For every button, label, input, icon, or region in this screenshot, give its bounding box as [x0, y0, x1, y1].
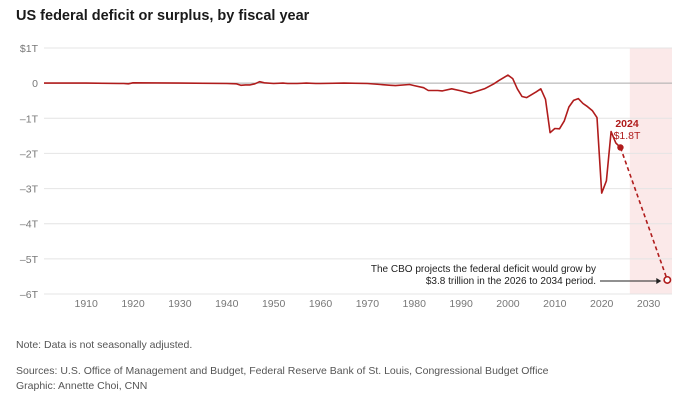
- x-tick-label: 2030: [637, 298, 661, 310]
- x-tick-label: 1930: [168, 298, 192, 310]
- x-tick-label: 1990: [449, 298, 473, 310]
- x-tick-label: 1920: [121, 298, 145, 310]
- y-tick-label: $1T: [20, 43, 39, 55]
- footnote: Note: Data is not seasonally adjusted.: [16, 339, 193, 351]
- x-tick-label: 2000: [496, 298, 520, 310]
- graphic-credit: Graphic: Annette Choi, CNN: [16, 380, 148, 392]
- sources-credit: Sources: U.S. Office of Management and B…: [16, 365, 549, 377]
- series-line-projected: [619, 147, 669, 281]
- projection-shading: [629, 48, 672, 294]
- x-tick-label: 1950: [262, 298, 286, 310]
- y-tick-label: –2T: [20, 148, 39, 160]
- deficit-line-chart: $1T 0 –1T –2T –3T –4T –5T –6T 1910 1920 1930 1940 19…: [20, 43, 672, 310]
- data-point-2024: [617, 144, 624, 151]
- x-tick-label: 2020: [590, 298, 614, 310]
- y-tick-label: –6T: [20, 289, 39, 301]
- annotation-year-label: 2024: [615, 118, 639, 130]
- annotation-text-line: The CBO projects the federal deficit wou…: [371, 264, 596, 275]
- x-tick-label: 1970: [356, 298, 380, 310]
- y-tick-label: –3T: [20, 184, 39, 196]
- y-tick-label: –1T: [20, 113, 39, 125]
- annotation-text-line: $3.8 trillion in the 2026 to 2034 period…: [426, 276, 596, 287]
- annotation-arrow-head: [656, 278, 662, 284]
- x-tick-label: 1910: [74, 298, 98, 310]
- y-tick-label: –5T: [20, 254, 39, 266]
- x-tick-label: 1960: [309, 298, 333, 310]
- x-tick-label: 1940: [215, 298, 239, 310]
- x-tick-label: 2010: [543, 298, 567, 310]
- series-line-actual: [44, 74, 621, 194]
- y-tick-label: –4T: [20, 219, 39, 231]
- y-tick-label: 0: [32, 78, 38, 90]
- x-tick-label: 1980: [403, 298, 427, 310]
- annotation-value-label: $1.8T: [614, 130, 641, 142]
- data-point-projected: [663, 275, 672, 284]
- chart-title: US federal deficit or surplus, by fiscal…: [16, 8, 310, 24]
